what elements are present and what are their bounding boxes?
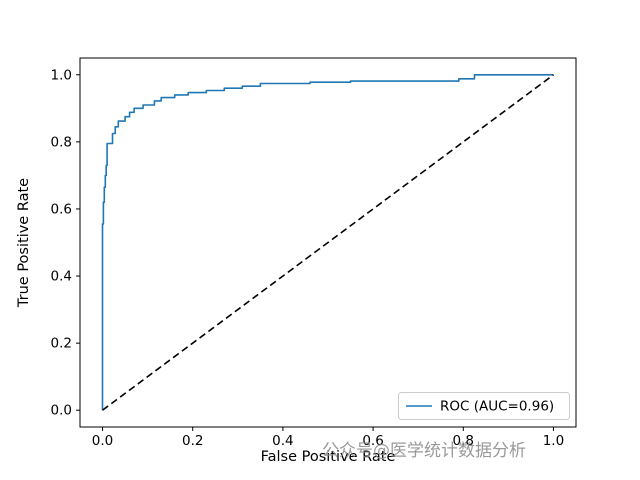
x-tick-label: 0.0 [92,433,113,449]
x-tick-label: 0.2 [182,433,203,449]
y-tick-label: 0.4 [51,269,72,285]
x-tick-label: 0.4 [272,433,293,449]
y-tick-label: 0.0 [51,403,72,419]
x-axis-label: False Positive Rate [261,449,396,465]
watermark-text: 公众号@医学统计数据分析 [322,441,526,461]
plot-frame [79,57,577,428]
x-tick-label: 1.0 [543,433,564,449]
legend: ROC (AUC=0.96) [398,392,570,420]
y-tick-label: 0.6 [51,201,72,217]
legend-box [398,392,570,420]
y-tick-label: 1.0 [51,67,72,83]
x-tick-label: 0.6 [362,433,383,449]
roc-curve-line [101,74,554,411]
x-tick-label: 0.8 [453,433,474,449]
plot-area: 0.0 0.2 0.4 0.6 0.8 1.0 0.0 0.2 0.4 0.6 0.8 1.0 [51,57,577,449]
y-axis-label: True Positive Rate [16,178,32,308]
y-tick-label: 0.8 [51,134,72,150]
y-tick-label: 0.2 [51,336,72,352]
chance-diagonal-line [102,74,554,411]
legend-label: ROC (AUC=0.96) [440,399,554,415]
